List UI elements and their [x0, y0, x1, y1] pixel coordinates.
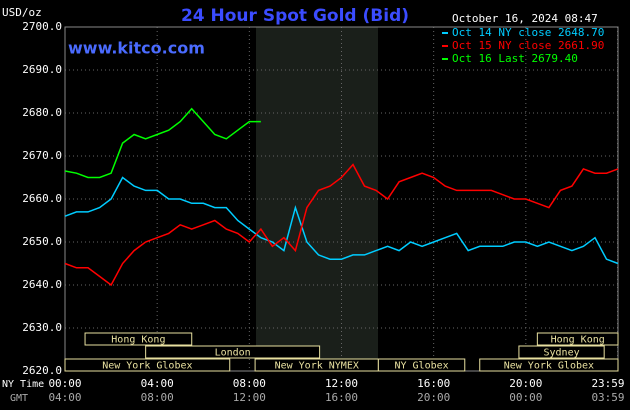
session-box — [536, 332, 619, 346]
session-box — [377, 358, 466, 372]
x2-tick-label: 08:00 — [141, 391, 174, 404]
x2-tick-label: 03:59 — [591, 391, 624, 404]
y-tick-label: 2660.0 — [22, 192, 62, 205]
y-tick-label: 2690.0 — [22, 63, 62, 76]
y-tick-label: 2650.0 — [22, 235, 62, 248]
x-row-label: NY Time — [2, 379, 44, 390]
session-box — [84, 332, 193, 346]
y-tick-label: 2620.0 — [22, 364, 62, 377]
x2-tick-label: 12:00 — [233, 391, 266, 404]
session-label: NY Globex — [394, 361, 448, 372]
x2-tick-label: 04:00 — [48, 391, 81, 404]
y-tick-label: 2630.0 — [22, 321, 62, 334]
session-box — [145, 345, 321, 359]
session-box — [518, 345, 605, 359]
x-tick-label: 04:00 — [141, 377, 174, 390]
x2-tick-label: 16:00 — [325, 391, 358, 404]
session-label: Hong Kong — [551, 335, 605, 346]
website: www.kitco.com — [68, 39, 205, 58]
session-label: New York NYMEX — [275, 361, 359, 372]
legend-label: Oct 16 Last 2679.40 — [452, 52, 578, 65]
session-label: New York Globex — [102, 361, 192, 372]
legend-label: Oct 14 NY close 2648.70 — [452, 26, 604, 39]
x2-tick-label: 20:00 — [417, 391, 450, 404]
y-tick-label: 2640.0 — [22, 278, 62, 291]
y-tick-label: 2700.0 — [22, 20, 62, 33]
y-tick-label: 2670.0 — [22, 149, 62, 162]
session-label: Sydney — [543, 348, 579, 359]
session-label: Hong Kong — [111, 335, 165, 346]
x-tick-label: 08:00 — [233, 377, 266, 390]
session-box — [479, 358, 619, 372]
y-label: USD/oz — [2, 6, 42, 19]
x2-tick-label: 00:00 — [509, 391, 542, 404]
y-tick-label: 2680.0 — [22, 106, 62, 119]
series-line — [64, 176, 619, 265]
legend-label: Oct 15 NY close 2661.90 — [452, 39, 604, 52]
series-line — [64, 163, 619, 287]
x-tick-label: 00:00 — [48, 377, 81, 390]
x-tick-label: 12:00 — [325, 377, 358, 390]
series-line — [64, 107, 261, 179]
session-label: London — [215, 348, 251, 359]
chart-title: 24 Hour Spot Gold (Bid) — [181, 6, 409, 26]
session-label: New York Globex — [504, 361, 594, 372]
session-box — [64, 358, 231, 372]
x-tick-label: 16:00 — [417, 377, 450, 390]
x-tick-label: 23:59 — [591, 377, 624, 390]
x-tick-label: 20:00 — [509, 377, 542, 390]
x2-row-label: GMT — [10, 393, 28, 404]
timestamp: October 16, 2024 08:47 — [452, 12, 598, 25]
